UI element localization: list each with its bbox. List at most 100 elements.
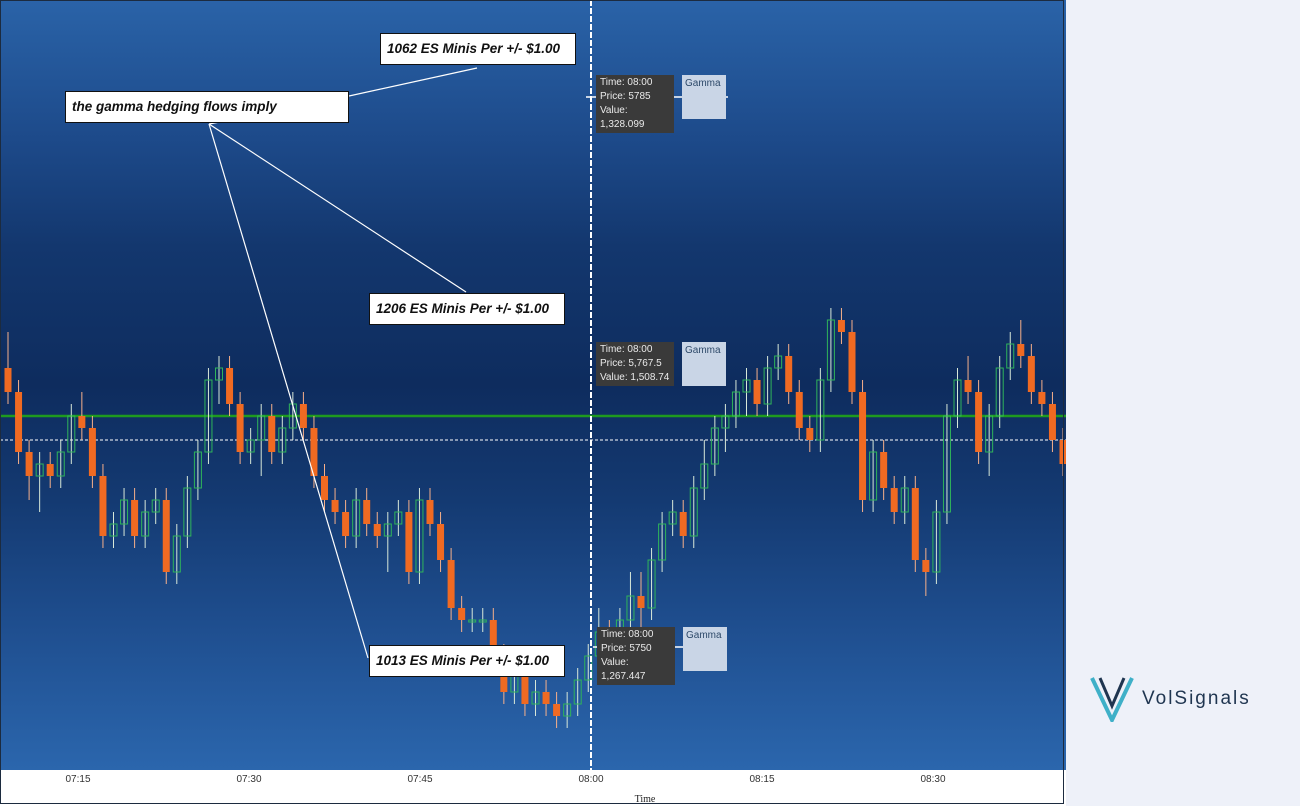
candle-body bbox=[900, 487, 909, 513]
candle-body bbox=[78, 416, 86, 428]
candle-body bbox=[458, 608, 466, 620]
candlestick-chart bbox=[0, 123, 1066, 728]
candle-body bbox=[415, 499, 424, 573]
tooltip-series-label: Gamma bbox=[683, 627, 727, 671]
brand-logo: VolSignals bbox=[1090, 676, 1251, 722]
gamma-tooltip-upper: Time: 08:00 Price: 5785 Value: 1,328.099… bbox=[596, 75, 726, 133]
tooltip-price: Price: 5750 bbox=[601, 643, 652, 654]
candle-body bbox=[753, 380, 761, 404]
chart-plot-area[interactable] bbox=[0, 0, 1066, 770]
x-axis: 07:15 07:30 07:45 08:00 08:15 08:30 Time bbox=[0, 770, 1066, 806]
candle-body bbox=[859, 392, 867, 500]
x-tick-label: 08:15 bbox=[749, 774, 775, 785]
callout-upper: 1062 ES Minis Per +/- $1.00 bbox=[380, 33, 576, 65]
candle-body bbox=[668, 511, 677, 525]
callout-pointer-line bbox=[208, 123, 467, 293]
candle-body bbox=[922, 560, 930, 572]
candle-body bbox=[1027, 356, 1035, 392]
candle-body bbox=[193, 451, 202, 489]
candle-body bbox=[183, 487, 192, 537]
candle-body bbox=[383, 523, 392, 537]
candle-body bbox=[56, 451, 65, 477]
candle-body bbox=[774, 355, 783, 369]
candle-body bbox=[246, 439, 255, 453]
candle-body bbox=[826, 319, 835, 381]
x-tick-label: 08:00 bbox=[578, 774, 604, 785]
candle-body bbox=[67, 415, 76, 453]
candle-body bbox=[131, 500, 139, 536]
candle-body bbox=[120, 499, 129, 525]
candle-body bbox=[679, 512, 687, 536]
candle-body bbox=[15, 392, 23, 452]
x-tick-label: 07:30 bbox=[236, 774, 262, 785]
candle-body bbox=[1017, 344, 1025, 356]
tooltip-value: Value: 1,508.74 bbox=[600, 372, 670, 383]
candle-body bbox=[46, 464, 54, 476]
tooltip-time: Time: 08:00 bbox=[600, 344, 653, 355]
candle-body bbox=[932, 511, 941, 573]
candle-body bbox=[785, 356, 793, 392]
candle-body bbox=[236, 404, 244, 452]
candle-body bbox=[405, 512, 413, 572]
candle-body bbox=[700, 463, 709, 489]
candle-body bbox=[1038, 392, 1046, 404]
candle-body bbox=[626, 595, 635, 621]
candle-body bbox=[363, 500, 371, 524]
candle-body bbox=[531, 691, 540, 705]
candle-body bbox=[141, 511, 150, 537]
callout-pointer-line bbox=[208, 123, 369, 659]
candle-body bbox=[542, 692, 550, 704]
candle-body bbox=[880, 452, 888, 488]
candle-body bbox=[331, 500, 339, 512]
candle-body bbox=[215, 367, 223, 381]
candle-body bbox=[995, 367, 1004, 417]
candle-body bbox=[721, 415, 730, 429]
candle-body bbox=[447, 560, 455, 608]
candle-body bbox=[299, 404, 307, 428]
candle-body bbox=[710, 427, 719, 465]
candle-body bbox=[795, 392, 803, 428]
candle-body bbox=[637, 596, 645, 608]
candle-body bbox=[268, 416, 276, 452]
callout-main: the gamma hedging flows imply bbox=[65, 91, 349, 123]
x-tick-label: 07:45 bbox=[407, 774, 433, 785]
gamma-tooltip-middle: Time: 08:00 Price: 5,767.5 Value: 1,508.… bbox=[596, 342, 726, 386]
candle-body bbox=[278, 427, 287, 453]
tooltip-time: Time: 08:00 bbox=[600, 77, 653, 88]
brand-name: VolSignals bbox=[1142, 688, 1251, 709]
candle-body bbox=[731, 391, 740, 417]
candle-body bbox=[763, 367, 772, 405]
candle-body bbox=[563, 703, 572, 717]
candle-body bbox=[837, 320, 845, 332]
tooltip-series-label: Gamma bbox=[682, 75, 726, 119]
candle-body bbox=[953, 379, 962, 417]
tooltip-price: Price: 5,767.5 bbox=[600, 358, 662, 369]
candle-body bbox=[88, 428, 96, 476]
candle-body bbox=[172, 535, 181, 573]
candle-body bbox=[911, 488, 919, 560]
candle-body bbox=[35, 463, 44, 477]
candle-body bbox=[204, 379, 213, 453]
candle-body bbox=[1059, 440, 1066, 464]
candle-body bbox=[321, 476, 328, 500]
candle-body bbox=[848, 332, 856, 392]
x-tick-label: 07:15 bbox=[65, 774, 91, 785]
tooltip-time: Time: 08:00 bbox=[601, 629, 654, 640]
candle-body bbox=[1048, 404, 1056, 440]
right-panel bbox=[1066, 0, 1300, 806]
candle-body bbox=[4, 368, 12, 392]
tooltip-value: Value: 1,267.447 bbox=[601, 657, 646, 682]
candle-body bbox=[109, 523, 118, 537]
candle-body bbox=[394, 511, 403, 525]
candle-body bbox=[890, 488, 898, 512]
candle-body bbox=[553, 704, 561, 716]
x-tick-label: 08:30 bbox=[920, 774, 946, 785]
candle-body bbox=[426, 500, 434, 524]
candle-body bbox=[342, 512, 350, 536]
candle-body bbox=[489, 620, 497, 656]
candle-body bbox=[1006, 343, 1015, 369]
tooltip-value: Value: 1,328.099 bbox=[600, 105, 645, 130]
candle-body bbox=[478, 619, 487, 623]
candle-body bbox=[658, 523, 667, 561]
candle-body bbox=[151, 499, 160, 513]
